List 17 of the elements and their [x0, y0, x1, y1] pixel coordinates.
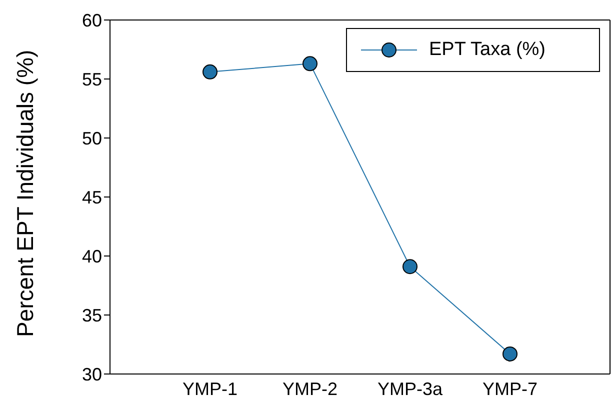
point [202, 64, 218, 80]
legend-label: EPT Taxa (%) [429, 39, 546, 61]
y-tick-label: 50 [82, 128, 102, 148]
x-tick-label: YMP-2 [282, 378, 338, 399]
x-tick-label: YMP-7 [482, 378, 538, 399]
y-tick-label: 35 [82, 305, 102, 326]
point [502, 346, 518, 362]
y-tick-label: 60 [82, 10, 102, 30]
point [302, 56, 318, 72]
point [402, 259, 418, 274]
y-tick-label: 45 [82, 187, 102, 208]
x-tick-label: YMP-1 [182, 378, 238, 399]
y-tick-label: 30 [82, 364, 102, 384]
y-tick-label: 55 [82, 69, 102, 90]
x-tick-label: YMP-3a [377, 378, 444, 399]
y-tick-label: 40 [82, 246, 102, 266]
y-axis-title: Percent EPT Individuals (%) [12, 50, 38, 337]
